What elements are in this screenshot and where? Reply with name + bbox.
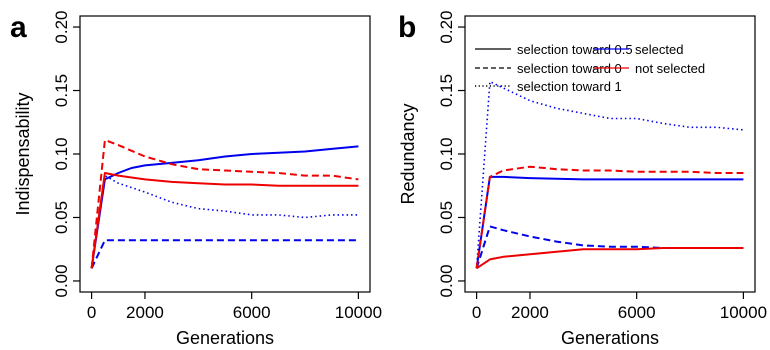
series-line-4 [90, 139, 359, 269]
plot-frame [464, 15, 756, 293]
legend-label-4: not selected [635, 61, 705, 76]
y-tick-label: 0.05 [52, 201, 71, 234]
series-line-1 [90, 239, 359, 269]
y-tick-label: 0.10 [52, 137, 71, 170]
y-axis-title: Redundancy [398, 103, 418, 204]
y-tick-label: 0.20 [52, 10, 71, 43]
series-line-0 [90, 145, 359, 269]
chart-panel-b: b 0 2000 6000 10000 0.00 0.05 0.10 0.15 0.20 Gener… [398, 10, 767, 348]
legend-label-1: selection toward 0 [517, 61, 622, 76]
y-tick-label: 0.00 [52, 264, 71, 297]
x-tick-label: 6000 [233, 303, 271, 322]
y-tick-label: 0.05 [437, 201, 456, 234]
x-tick-label: 6000 [618, 303, 656, 322]
series-line-2 [475, 80, 744, 269]
y-tick-label: 0.10 [437, 137, 456, 170]
y-tick-label: 0.00 [437, 264, 456, 297]
x-tick-label: 0 [87, 303, 96, 322]
y-tick-label: 0.15 [437, 74, 456, 107]
y-tick-label: 0.15 [52, 74, 71, 107]
series-line-3 [476, 247, 744, 270]
x-tick-label: 0 [472, 303, 481, 322]
x-tick-label: 10000 [335, 303, 382, 322]
series-line-3 [90, 172, 359, 269]
series-line-4 [475, 165, 744, 269]
legend-label-2: selection toward 1 [517, 79, 622, 94]
panel-label: a [10, 11, 27, 44]
plot-frame [79, 15, 371, 293]
legend-label-0: selection toward 0.5 [517, 42, 633, 57]
series-line-2 [90, 174, 359, 269]
legend-label-3: selected [635, 42, 683, 57]
x-axis-title: Generations [561, 328, 659, 348]
panel-label: b [398, 11, 416, 44]
y-axis-title: Indispensability [13, 92, 33, 215]
series-line-1 [475, 225, 744, 269]
x-tick-label: 2000 [126, 303, 164, 322]
chart-panel-a: a 0 2000 6000 10000 0.00 0.05 0.10 0.15 0.20 Gener… [10, 10, 382, 348]
x-axis-title: Generations [176, 328, 274, 348]
legend: selection toward 0.5 selection toward 0 se… [475, 42, 705, 94]
x-tick-label: 2000 [511, 303, 549, 322]
y-tick-label: 0.20 [437, 10, 456, 43]
x-tick-label: 10000 [720, 303, 767, 322]
